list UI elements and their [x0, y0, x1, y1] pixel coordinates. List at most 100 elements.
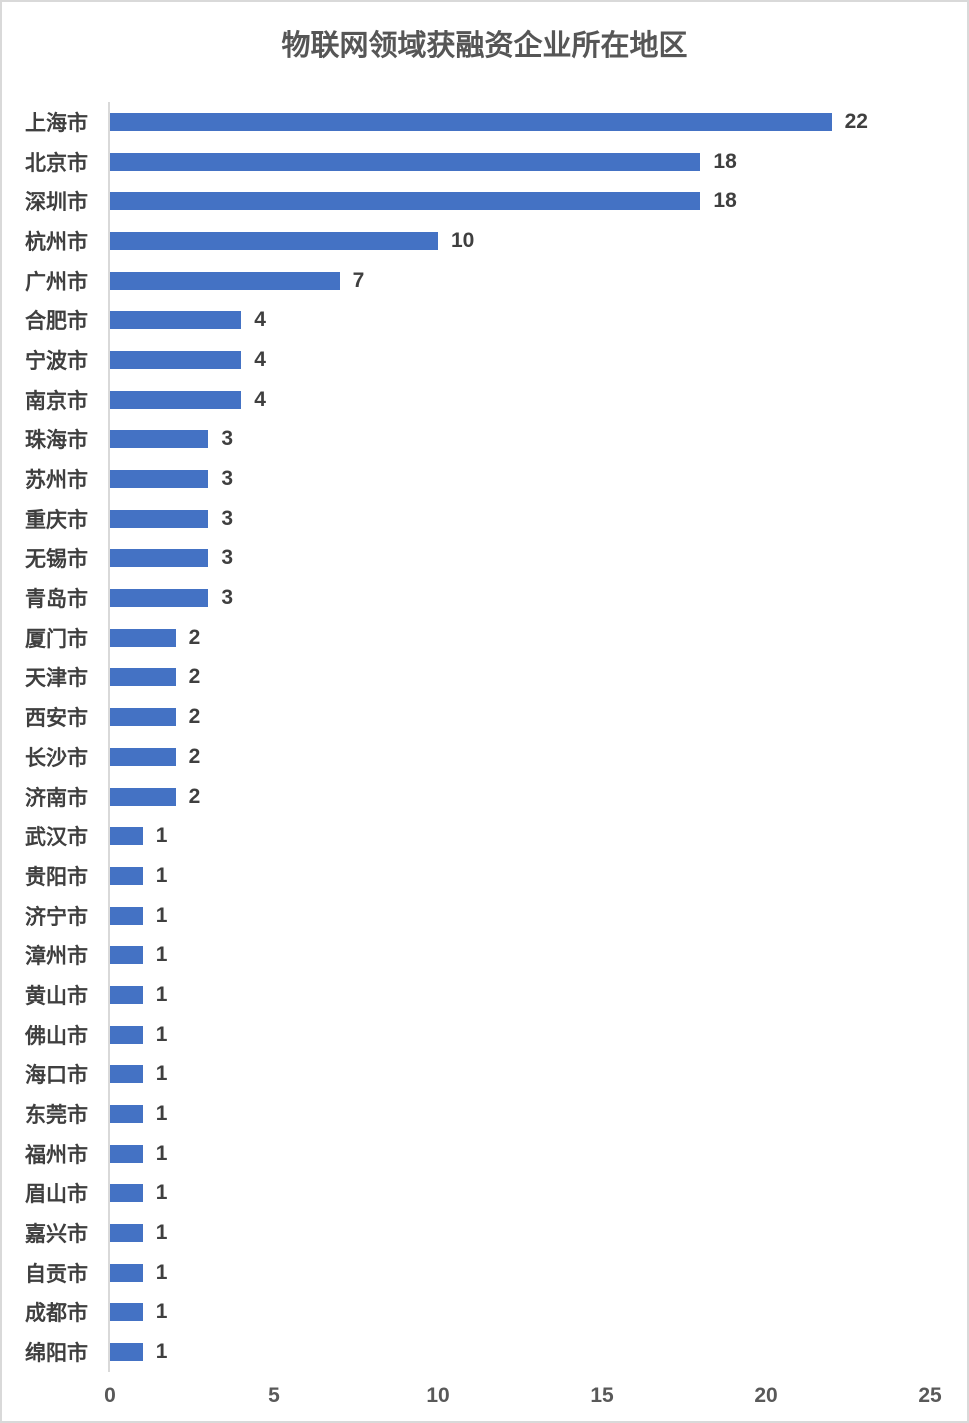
category-label: 合肥市 — [25, 310, 88, 334]
bar-track: 1 — [108, 935, 967, 976]
bar — [110, 152, 701, 171]
bar-track: 4 — [108, 300, 967, 341]
value-label: 1 — [155, 1260, 168, 1284]
bar — [110, 390, 242, 409]
category-label: 苏州市 — [25, 469, 88, 493]
bar — [110, 866, 143, 885]
category-label: 厦门市 — [25, 627, 88, 651]
bar-row: 东莞市 1 — [2, 1094, 967, 1134]
bar — [110, 747, 176, 766]
bar-row: 深圳市 18 — [2, 181, 967, 222]
bar-track: 3 — [108, 419, 967, 460]
category-label: 自贡市 — [25, 1262, 88, 1286]
bar — [110, 1184, 143, 1203]
category-label: 黄山市 — [25, 984, 88, 1008]
value-label: 1 — [155, 903, 168, 927]
bar-row: 宁波市 4 — [2, 340, 967, 380]
bar-track: 7 — [108, 260, 967, 301]
bar-row: 西安市 2 — [2, 697, 967, 737]
category-label: 重庆市 — [25, 508, 88, 532]
bar — [110, 1263, 143, 1282]
bar-track: 1 — [108, 1133, 967, 1174]
bar-track: 2 — [108, 617, 967, 658]
value-label: 3 — [221, 546, 234, 570]
value-label: 3 — [221, 427, 234, 451]
bar — [110, 1224, 143, 1243]
bar-track: 3 — [108, 498, 967, 539]
bar — [110, 589, 209, 608]
bar-row: 济南市 2 — [2, 776, 967, 817]
x-tick-label: 20 — [754, 1384, 778, 1407]
bar — [110, 946, 143, 965]
value-label: 2 — [188, 705, 201, 729]
value-label: 1 — [155, 1221, 168, 1245]
bar-track: 22 — [108, 102, 967, 142]
bar — [110, 1303, 143, 1322]
bar — [110, 827, 143, 846]
value-label: 1 — [155, 1181, 168, 1205]
bar — [110, 549, 209, 568]
value-label: 1 — [155, 1062, 168, 1086]
bar-track: 18 — [108, 181, 967, 222]
bar-track: 1 — [108, 1014, 967, 1055]
bar-track: 1 — [108, 1213, 967, 1253]
bar-row: 绵阳市 1 — [2, 1332, 967, 1372]
category-label: 海口市 — [25, 1064, 88, 1088]
bar — [110, 509, 209, 528]
bar — [110, 1025, 143, 1044]
category-label: 长沙市 — [25, 746, 88, 770]
value-label: 2 — [188, 744, 201, 768]
bar — [110, 271, 340, 290]
chart-title: 物联网领域获融资企业所在地区 — [281, 30, 688, 62]
bar-row: 自贡市 1 — [2, 1252, 967, 1293]
bar-track: 3 — [108, 459, 967, 499]
bar — [110, 906, 143, 925]
x-tick-label: 5 — [268, 1384, 280, 1407]
bar-track: 2 — [108, 697, 967, 737]
bar-track: 1 — [108, 816, 967, 857]
category-label: 广州市 — [25, 270, 88, 294]
bar — [110, 668, 176, 687]
category-label: 上海市 — [25, 111, 88, 135]
value-label: 4 — [254, 387, 266, 411]
bar-row: 佛山市 1 — [2, 1014, 967, 1055]
bar-track: 10 — [108, 221, 967, 261]
value-label: 10 — [451, 228, 475, 252]
bar-row: 珠海市 3 — [2, 419, 967, 460]
bar — [110, 1144, 143, 1163]
bar-track: 1 — [108, 1332, 967, 1372]
bar-row: 青岛市 3 — [2, 578, 967, 618]
value-label: 1 — [155, 1102, 168, 1126]
category-label: 杭州市 — [25, 230, 88, 254]
value-label: 2 — [188, 625, 201, 649]
x-axis: 0 5 10 15 20 25 — [104, 1372, 967, 1420]
bar-row: 广州市 7 — [2, 260, 967, 301]
bar — [110, 112, 832, 131]
category-label: 成都市 — [25, 1302, 88, 1326]
bar-row: 厦门市 2 — [2, 617, 967, 658]
bar-track: 2 — [108, 776, 967, 817]
bar — [110, 1343, 143, 1362]
bar-track: 3 — [108, 538, 967, 579]
bar-track: 3 — [108, 578, 967, 618]
bar — [110, 311, 242, 330]
bar — [110, 708, 176, 727]
bar — [110, 1105, 143, 1124]
value-label: 18 — [713, 149, 737, 173]
bar-row: 漳州市 1 — [2, 935, 967, 976]
bar-track: 1 — [108, 1252, 967, 1293]
category-label: 嘉兴市 — [25, 1223, 88, 1247]
bar — [110, 231, 438, 250]
value-label: 1 — [155, 863, 168, 887]
category-label: 西安市 — [25, 707, 88, 731]
value-label: 2 — [188, 665, 201, 689]
category-label: 南京市 — [25, 389, 88, 413]
category-label: 济南市 — [25, 786, 88, 810]
bar-row: 南京市 4 — [2, 379, 967, 420]
category-label: 无锡市 — [25, 548, 88, 572]
x-tick-label: 10 — [426, 1384, 450, 1407]
category-label: 珠海市 — [25, 429, 88, 453]
bar-track: 2 — [108, 657, 967, 698]
bar — [110, 470, 209, 489]
